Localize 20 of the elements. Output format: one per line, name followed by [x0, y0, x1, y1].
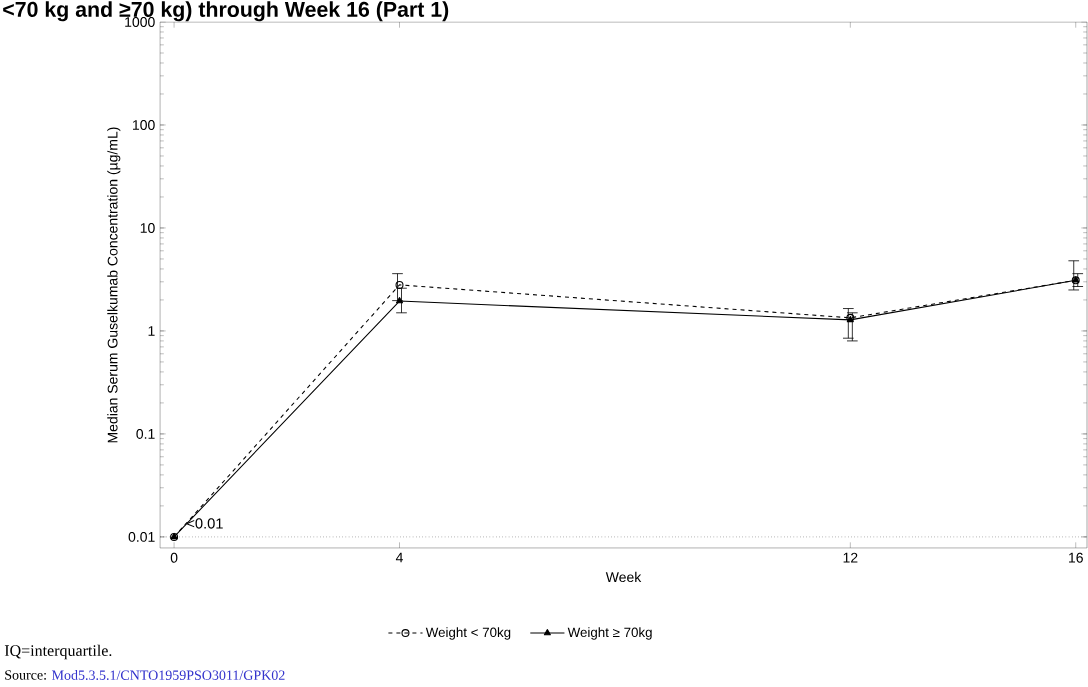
- legend-label: Weight ≥ 70kg: [567, 627, 652, 640]
- x-tick-label: 16: [1069, 552, 1083, 563]
- point: [395, 280, 404, 289]
- y-tick-label: 1000: [125, 17, 155, 27]
- text: Mod5.3.5.1/CNTO1959PSO3011/GPK02: [51, 670, 285, 680]
- point: [395, 297, 404, 304]
- y-tick-label: 10: [140, 223, 155, 233]
- y-tick-label: 100: [133, 120, 155, 130]
- legend-label: Weight < 70kg: [425, 627, 511, 640]
- x-tick-label: 4: [395, 552, 403, 563]
- source-note: Source:: [5, 670, 46, 680]
- y-tick-label: 0.1: [136, 428, 155, 439]
- x-tick-label: 0: [170, 552, 178, 563]
- y-axis-title: Median Serum Guselkumab Concentration (µg/mL): [107, 127, 121, 443]
- y-tick-label: 0.01: [128, 531, 155, 542]
- x-tick-label: 12: [843, 552, 858, 563]
- text: IQ=interquartile.: [4, 644, 112, 660]
- annotation: <0.01: [187, 518, 223, 529]
- x-axis-title: Week: [605, 571, 642, 583]
- y-tick-label: 1: [148, 326, 155, 336]
